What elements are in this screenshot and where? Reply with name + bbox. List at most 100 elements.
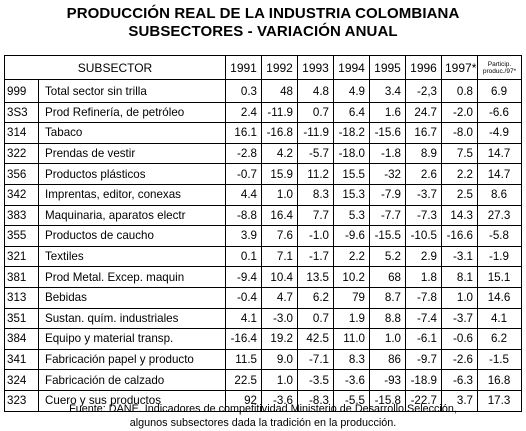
value-cell: -2.0 (441, 101, 478, 124)
subsector-name: Prendas de vestir (38, 142, 226, 165)
value-cell: 7.6 (261, 225, 298, 247)
value-cell: -9.6 (333, 225, 370, 247)
value-cell: 1.9 (333, 307, 370, 330)
value-cell: 0.8 (441, 79, 478, 103)
value-cell: -93 (369, 369, 406, 391)
participation-cell: -1.5 (477, 348, 522, 371)
table-row: 321 Textiles 0.1 7.1 -1.7 2.2 5.2 2.9 -3.1 -1.9 (4, 245, 522, 268)
table-row: 356 Productos plásticos -0.7 15.9 11.2 15.5 -3… (4, 163, 522, 185)
value-cell: -11.9 (261, 101, 298, 124)
subsector-code: 342 (4, 183, 39, 206)
subsector-code: 381 (4, 266, 39, 288)
value-cell: -3.6 (261, 389, 298, 412)
value-cell: 13.5 (297, 266, 334, 288)
value-cell: -7.9 (369, 183, 406, 206)
participation-cell: 27.3 (477, 204, 522, 227)
value-cell: 10.4 (261, 266, 298, 288)
value-cell: 15.5 (333, 163, 370, 185)
value-cell: 16.4 (261, 204, 298, 227)
subsector-code: 314 (4, 122, 39, 144)
value-cell: -18.0 (333, 142, 370, 165)
value-cell: -1.7 (297, 245, 334, 268)
value-cell: 8.8 (369, 307, 406, 330)
value-cell: -6.1 (405, 328, 442, 350)
value-cell: -32 (369, 163, 406, 185)
subsector-code: 3S3 (4, 101, 39, 124)
table-row: 999 Total sector sin trilla 0.3 48 4.8 4.9 3.4… (4, 79, 522, 103)
participation-cell: 8.6 (477, 183, 522, 206)
value-cell: -7.7 (369, 204, 406, 227)
table-row: 342 Imprentas, editor, conexas 4.4 1.0 8.3 15… (4, 183, 522, 206)
value-cell: 0.1 (225, 245, 262, 268)
value-cell: 19.2 (261, 328, 298, 350)
value-cell: 11.0 (333, 328, 370, 350)
table-row: 384 Equipo y material transp. -16.4 19.2 42.… (4, 328, 522, 350)
subsector-name: Total sector sin trilla (38, 79, 226, 103)
value-cell: -5.5 (333, 389, 370, 412)
subsector-code: 355 (4, 225, 39, 247)
value-cell: -1.0 (297, 225, 334, 247)
value-cell: 7.1 (261, 245, 298, 268)
value-cell: 1.0 (261, 369, 298, 391)
value-cell: 68 (369, 266, 406, 288)
value-cell: 42.5 (297, 328, 334, 350)
value-cell: -8.8 (225, 204, 262, 227)
subsector-name: Tabaco (38, 122, 226, 144)
value-cell: -7.8 (405, 286, 442, 309)
value-cell: 48 (261, 79, 298, 103)
value-cell: 79 (333, 286, 370, 309)
value-cell: 7.7 (297, 204, 334, 227)
header-participation-line2: produc./97* (482, 67, 517, 75)
source-note: Fuente: DANE. Indicadores de competitivi… (69, 403, 457, 415)
value-cell: -5.7 (297, 142, 334, 165)
subsector-code: 384 (4, 328, 39, 350)
value-cell: 15.9 (261, 163, 298, 185)
table-row: 355 Productos de caucho 3.9 7.6 -1.0 -9.6 -15.… (4, 225, 522, 247)
participation-cell: 6.2 (477, 328, 522, 350)
header-year: 1991 (225, 55, 262, 80)
data-table: SUBSECTOR 1991 1992 1993 1994 1995 1996 … (4, 55, 522, 412)
value-cell: 2.5 (441, 183, 478, 206)
table-row: 324 Fabricación de calzado 22.5 1.0 -3.5 -3.6… (4, 369, 522, 391)
value-cell: -6.3 (441, 369, 478, 391)
value-cell: 86 (369, 348, 406, 371)
value-cell: 4.1 (225, 307, 262, 330)
value-cell: 22.5 (225, 369, 262, 391)
value-cell: -10.5 (405, 225, 442, 247)
subsector-name: Productos de caucho (38, 225, 226, 247)
subsector-name: Prod Refinería, de petróleo (38, 101, 226, 124)
subsector-code: 383 (4, 204, 39, 227)
value-cell: -7.1 (297, 348, 334, 371)
table-body: 999 Total sector sin trilla 0.3 48 4.8 4.9 3.4… (4, 79, 522, 412)
table-row: 323 Cuero y sus productos 92 -3.6 -8.3 -5.5 -1… (4, 389, 522, 412)
table-row: 313 Bebidas -0.4 4.7 6.2 79 8.7 -7.8 1.0 14.6 (4, 286, 522, 309)
value-cell: -3.6 (333, 369, 370, 391)
table-row: 314 Tabaco 16.1 -16.8 -11.9 -18.2 -15.6 16.7 -8.… (4, 122, 522, 144)
value-cell: -8.0 (441, 122, 478, 144)
participation-cell: 6.9 (477, 79, 522, 103)
value-cell: 15.3 (333, 183, 370, 206)
subsector-name: Textiles (38, 245, 226, 268)
header-year: 1993 (297, 55, 334, 80)
participation-cell: 14.6 (477, 286, 522, 309)
value-cell: -16.6 (441, 225, 478, 247)
value-cell: 2.9 (405, 245, 442, 268)
value-cell: 16.7 (405, 122, 442, 144)
subsector-code: 356 (4, 163, 39, 185)
participation-cell: -1.9 (477, 245, 522, 268)
value-cell: -3.5 (297, 369, 334, 391)
value-cell: 2.2 (333, 245, 370, 268)
header-subsector: SUBSECTOR (4, 55, 226, 80)
value-cell: -8.3 (297, 389, 334, 412)
value-cell: 10.2 (333, 266, 370, 288)
value-cell: -0.4 (225, 286, 262, 309)
participation-cell: -4.9 (477, 122, 522, 144)
subsector-code: 324 (4, 369, 39, 391)
value-cell: -11.9 (297, 122, 334, 144)
value-cell: 7.5 (441, 142, 478, 165)
participation-cell: -6.6 (477, 101, 522, 124)
table-row: 381 Prod Metal. Excep. maquin -9.4 10.4 13.5… (4, 266, 522, 288)
value-cell: -0.7 (225, 163, 262, 185)
value-cell: -16.4 (225, 328, 262, 350)
